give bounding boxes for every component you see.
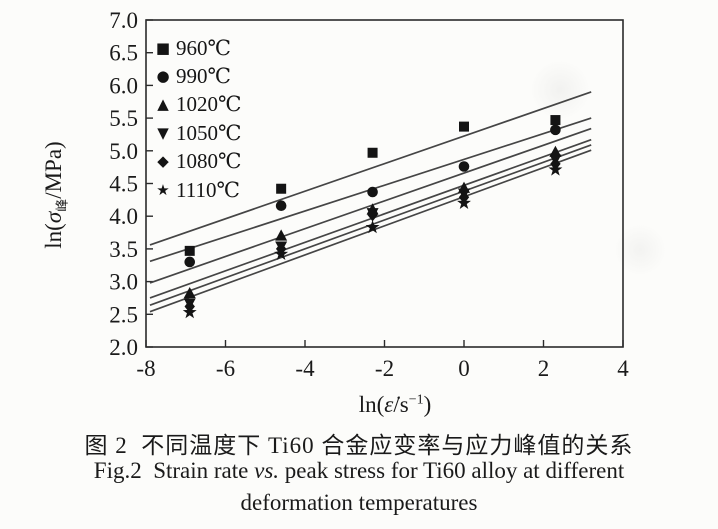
x-axis-label-sup: −1	[408, 392, 424, 408]
data-point-star	[274, 246, 289, 261]
legend-entry-960c: ■ 960℃	[152, 34, 242, 62]
data-point-triangle-up	[549, 145, 562, 157]
data-point-star	[182, 305, 197, 319]
data-point-circle	[367, 186, 378, 198]
data-point-star	[548, 162, 563, 176]
y-axis-label-sub: 峰	[54, 198, 70, 212]
y-tick-label: 7.0	[109, 8, 138, 33]
x-tick-label: -6	[216, 356, 235, 381]
data-point-diamond	[367, 208, 378, 222]
x-axis-label-pre: ln(	[358, 392, 385, 417]
x-axis-label-mid: /s	[393, 392, 409, 417]
square-marker-icon: ■	[155, 38, 171, 57]
legend-label-960c: 960℃	[176, 35, 231, 60]
triangle-down-marker-icon: ▼	[157, 123, 169, 142]
data-point-circle	[275, 200, 287, 212]
fit-line-square	[149, 91, 592, 246]
data-point-circle	[550, 124, 561, 136]
caption-en-vs: vs.	[254, 458, 280, 483]
data-point-triangle-up	[183, 286, 196, 299]
legend-label-1050c: 1050℃	[176, 120, 242, 145]
x-tick-label: -8	[136, 356, 155, 381]
y-tick-label: 5.0	[109, 139, 138, 164]
diamond-marker-icon: ◆	[157, 152, 169, 171]
y-axis-label-sigma: σ	[41, 211, 66, 224]
y-tick-label: 3.0	[109, 270, 138, 295]
y-axis-label-post: /MPa)	[41, 141, 66, 199]
y-tick-label: 5.5	[109, 106, 138, 131]
legend-label-990c: 990℃	[176, 64, 231, 89]
legend-label-1110c: 1110℃	[176, 177, 240, 202]
y-axis-label-pre: ln(	[41, 223, 66, 249]
y-tick-label: 6.5	[109, 41, 138, 66]
y-tick-label: 6.0	[109, 73, 138, 98]
legend-label-1080c: 1080℃	[176, 149, 242, 174]
y-tick-label: 2.5	[109, 302, 138, 327]
data-point-circle	[458, 161, 470, 172]
data-point-square	[276, 183, 287, 194]
x-axis-label-post: )	[423, 392, 432, 417]
triangle-up-marker-icon: ▲	[157, 95, 169, 114]
data-point-square	[184, 245, 195, 256]
legend-entry-1110c: ★ 1110℃	[152, 176, 242, 204]
x-tick-label: 4	[617, 356, 629, 381]
circle-marker-icon: ●	[156, 67, 170, 86]
legend-entry-990c: ● 990℃	[152, 62, 242, 90]
caption-english-line2: deformation temperatures	[240, 490, 478, 515]
caption-chinese: 图 2 不同温度下 Ti60 合金应变率与应力峰值的关系	[84, 433, 634, 458]
chart-svg: -8 -6 -4 -2 0 2 4 2.0 2.5 3.0 3.5 4.0 4.5 5.0 5.5 6.0 6.…	[109, 8, 629, 381]
y-tick-label: 3.5	[109, 237, 138, 262]
chart-legend: ■ 960℃ ● 990℃ ▲ 1020℃ ▼ 1050℃ ◆ 1080℃ ★ …	[152, 34, 242, 204]
x-tick-label: 2	[538, 356, 550, 381]
data-point-triangle-up	[275, 229, 288, 241]
star-marker-icon: ★	[156, 180, 170, 199]
caption-en-post: peak stress for Ti60 alloy at different	[279, 458, 625, 483]
x-axis-label-var: ε̇	[384, 392, 394, 417]
legend-entry-1080c: ◆ 1080℃	[152, 148, 242, 176]
y-axis-label: ln(σ峰/MPa)	[41, 95, 73, 295]
y-tick-label: 2.0	[109, 335, 138, 360]
legend-entry-1050c: ▼ 1050℃	[152, 119, 242, 147]
data-point-star	[365, 220, 380, 234]
data-point-square	[459, 121, 469, 132]
caption-en-pre: Fig.2 Strain rate	[93, 458, 255, 483]
data-point-circle	[184, 256, 196, 268]
caption-english-line1: Fig.2 Strain rate vs. peak stress for Ti…	[0, 458, 718, 484]
y-tick-label: 4.0	[109, 204, 138, 229]
x-tick-label: -2	[375, 356, 394, 381]
data-point-star	[457, 195, 471, 210]
data-point-square	[550, 115, 561, 126]
y-tick-label: 4.5	[109, 172, 138, 197]
x-axis-label: ln(ε̇/s−1)	[300, 392, 490, 418]
x-tick-label: 0	[458, 356, 470, 381]
legend-label-1020c: 1020℃	[176, 92, 242, 117]
data-point-square	[367, 147, 378, 158]
legend-entry-1020c: ▲ 1020℃	[152, 91, 242, 119]
x-tick-label: -4	[295, 356, 315, 381]
fit-line-triangle-up	[149, 127, 592, 284]
